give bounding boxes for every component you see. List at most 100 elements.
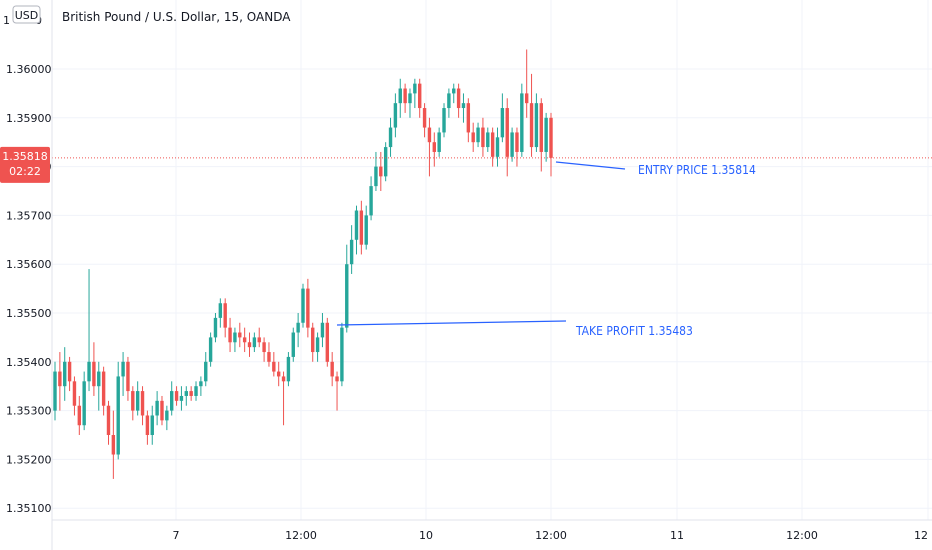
candle bbox=[505, 98, 509, 177]
candle bbox=[116, 361, 120, 460]
candle-body bbox=[520, 93, 524, 152]
candle bbox=[432, 132, 436, 167]
y-tick-label: 1.35500 bbox=[6, 307, 52, 320]
candle-body bbox=[92, 361, 96, 387]
candle bbox=[369, 176, 373, 221]
candle-body bbox=[257, 337, 261, 343]
scale-top-label: 1 bbox=[3, 14, 10, 27]
candle-body bbox=[524, 93, 529, 104]
candle-body bbox=[340, 327, 344, 382]
candle bbox=[58, 352, 62, 411]
candle-body bbox=[398, 88, 402, 104]
price-scale-background[interactable] bbox=[0, 0, 52, 550]
candle-body bbox=[53, 371, 57, 411]
candle bbox=[291, 327, 295, 362]
chart-title: British Pound / U.S. Dollar, 15, OANDA bbox=[62, 10, 291, 24]
candle-body bbox=[490, 132, 495, 157]
candle bbox=[349, 225, 354, 274]
x-tick-label: 7 bbox=[173, 529, 180, 542]
y-tick-label: 1.35100 bbox=[6, 502, 52, 515]
candle bbox=[228, 317, 232, 353]
candle-body bbox=[515, 132, 519, 152]
candle-body bbox=[199, 381, 203, 387]
candle bbox=[340, 322, 344, 387]
candle bbox=[325, 317, 330, 367]
y-tick-label: 1.35200 bbox=[6, 453, 52, 466]
candle bbox=[345, 244, 349, 333]
candle-body bbox=[452, 88, 456, 94]
candle-body bbox=[87, 361, 91, 382]
candle bbox=[456, 83, 461, 118]
candle bbox=[495, 127, 500, 167]
candle bbox=[320, 313, 325, 348]
x-tick-label: 11 bbox=[670, 529, 684, 542]
candle-body bbox=[97, 371, 101, 387]
candle-body bbox=[238, 332, 242, 338]
candle bbox=[145, 410, 150, 445]
price-tag-background bbox=[0, 146, 50, 183]
candle bbox=[544, 112, 548, 162]
candle-body bbox=[252, 337, 257, 348]
candle-body bbox=[495, 137, 500, 157]
candle bbox=[267, 342, 271, 367]
candle-body bbox=[379, 166, 383, 177]
x-tick-label: 10 bbox=[419, 529, 433, 542]
candle-body bbox=[82, 381, 86, 426]
candle-body bbox=[418, 83, 422, 109]
take-profit-trendline[interactable] bbox=[336, 320, 567, 326]
candle-body bbox=[101, 371, 106, 406]
candle bbox=[106, 400, 111, 445]
candle bbox=[135, 381, 140, 416]
candle bbox=[393, 93, 398, 138]
candle-body bbox=[442, 108, 446, 133]
candle bbox=[500, 93, 505, 143]
chart-header: 1 0 USD British Pound / U.S. Dollar, 15,… bbox=[0, 0, 291, 34]
candle bbox=[97, 361, 101, 411]
candle-body bbox=[413, 83, 417, 94]
candle bbox=[184, 386, 188, 406]
price-tag-countdown: 02:22 bbox=[9, 165, 41, 178]
candle-body bbox=[194, 386, 198, 396]
candle-body bbox=[471, 132, 475, 143]
candle-body bbox=[325, 322, 330, 362]
candle bbox=[515, 127, 519, 167]
candle-body bbox=[160, 400, 164, 421]
candle bbox=[160, 395, 164, 426]
candle-body bbox=[349, 239, 354, 265]
candle bbox=[87, 269, 91, 392]
candle-body bbox=[408, 93, 412, 104]
currency-badge[interactable] bbox=[12, 5, 41, 24]
candle-body bbox=[510, 132, 514, 157]
time-axis[interactable]: 7 12:00 10 12:00 11 12:00 12 bbox=[173, 529, 929, 542]
candle bbox=[238, 322, 242, 348]
candle bbox=[398, 78, 402, 118]
candle bbox=[140, 386, 145, 426]
candle bbox=[194, 381, 198, 401]
candle bbox=[204, 352, 208, 387]
candle bbox=[520, 83, 524, 157]
candle bbox=[335, 371, 339, 411]
candle-body bbox=[529, 103, 534, 148]
candle bbox=[296, 313, 300, 348]
candle-body bbox=[155, 400, 159, 416]
candle bbox=[315, 332, 320, 362]
candle-body bbox=[67, 361, 72, 382]
candle-body bbox=[374, 166, 378, 187]
candle bbox=[92, 342, 96, 396]
candle-body bbox=[456, 88, 461, 109]
candle-body bbox=[135, 391, 140, 411]
candle-body bbox=[383, 147, 388, 177]
candle bbox=[452, 83, 456, 104]
candle-body bbox=[369, 186, 373, 216]
candle-body bbox=[77, 405, 82, 426]
candle bbox=[383, 142, 388, 182]
candle-body bbox=[388, 127, 393, 148]
candle-body bbox=[116, 376, 120, 455]
candle-body bbox=[403, 88, 407, 104]
y-tick-label: 1.35700 bbox=[6, 209, 52, 222]
candle-body bbox=[335, 376, 339, 382]
x-tick-label: 12:00 bbox=[535, 529, 567, 542]
candle-body bbox=[393, 103, 398, 128]
entry-price-trendline[interactable] bbox=[555, 161, 626, 170]
